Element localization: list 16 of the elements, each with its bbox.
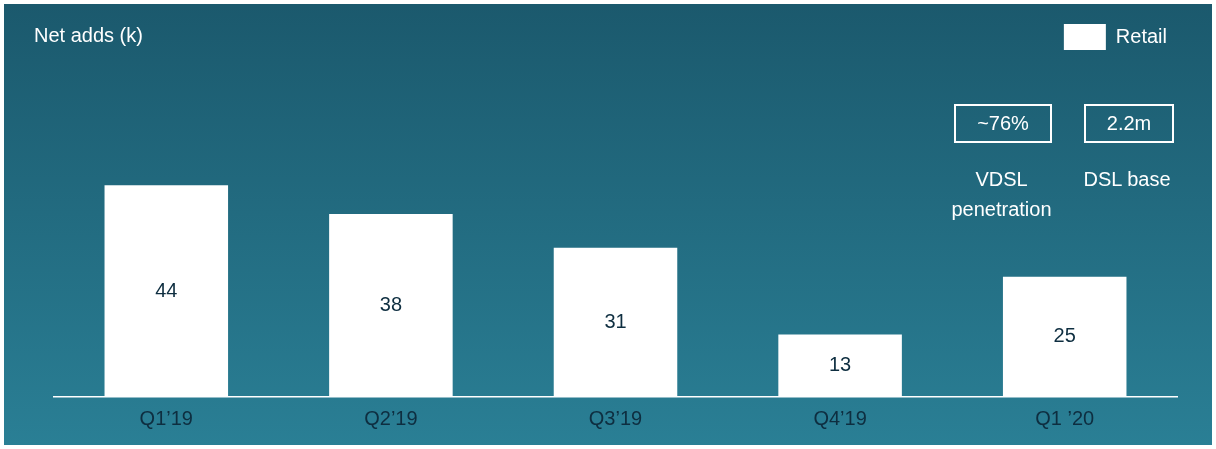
data-label: 13 (828, 353, 852, 376)
annotation: VDSL penetration (950, 167, 1053, 222)
annotation: DSL base (1082, 167, 1172, 192)
x-tick-label: Q2’19 (364, 406, 418, 429)
data-label: 25 (1053, 324, 1076, 347)
x-tick-label: Q1 ’20 (1035, 406, 1095, 429)
data-label: 44 (155, 278, 178, 301)
legend-label: Retail (1115, 24, 1168, 47)
chart-title: Net adds (k) (34, 24, 143, 47)
text: ~76% (954, 104, 1052, 143)
x-tick-label: Q3’19 (588, 406, 643, 429)
text: 2.2m (1084, 104, 1174, 143)
x-tick-label: Q4’19 (813, 406, 867, 429)
data-label: 31 (604, 309, 627, 332)
data-label: 38 (379, 293, 403, 316)
x-tick-label: Q1’19 (139, 406, 193, 429)
